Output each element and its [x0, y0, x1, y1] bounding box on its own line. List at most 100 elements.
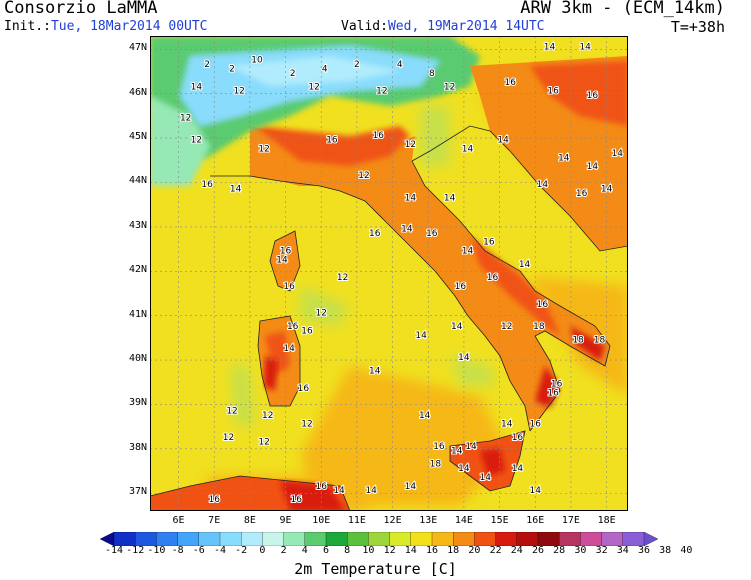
- temperature-value: 2: [354, 60, 360, 70]
- colorbar-swatch: [474, 531, 497, 547]
- colorbar-tick-label: 2: [280, 545, 287, 556]
- temperature-value: 16: [301, 326, 313, 336]
- lon-label: 6E: [172, 515, 185, 526]
- colorbar-tick-label: -14: [104, 545, 124, 556]
- temperature-value: 2: [204, 60, 210, 70]
- lon-label: 12E: [383, 515, 402, 526]
- temperature-value: 12: [191, 136, 202, 146]
- temperature-value: 16: [505, 78, 517, 88]
- colorbar-swatch: [219, 531, 242, 547]
- temperature-value: 12: [315, 309, 326, 319]
- temperature-value: 16: [537, 300, 549, 310]
- temperature-value: 4: [322, 65, 328, 75]
- temperature-value: 12: [226, 406, 237, 416]
- temperature-value: 16: [587, 91, 599, 101]
- temperature-value: 12: [258, 437, 269, 447]
- colorbar-swatch: [262, 531, 285, 547]
- temperature-value: 14: [462, 144, 474, 154]
- colorbar-swatch: [495, 531, 518, 547]
- temperature-value: 4: [397, 60, 403, 70]
- temperature-value: 12: [301, 420, 312, 430]
- temperature-value: 14: [519, 260, 531, 270]
- colorbar-tick-label: -8: [171, 545, 184, 556]
- lon-label: 15E: [490, 515, 509, 526]
- temperature-value: 16: [298, 384, 310, 394]
- colorbar-swatch: [113, 531, 136, 547]
- temperature-value: 18: [572, 335, 584, 345]
- temperature-value: 2: [229, 65, 235, 75]
- lat-label: 44N: [128, 175, 147, 187]
- init-time: Init.:Tue, 18Mar2014 00UTC: [4, 19, 208, 34]
- temperature-value: 12: [501, 322, 512, 332]
- temperature-value: 16: [433, 442, 445, 452]
- temperature-value: 14: [462, 247, 474, 257]
- lat-label: 37N: [128, 486, 147, 498]
- colorbar-title: 2m Temperature [C]: [294, 560, 457, 578]
- lon-label: 11E: [347, 515, 366, 526]
- temperature-value: 14: [530, 486, 542, 496]
- temperature-value: 14: [501, 420, 513, 430]
- coastline: [150, 125, 628, 511]
- temperature-value: 14: [365, 486, 377, 496]
- temperature-value: 16: [373, 131, 385, 141]
- colorbar-swatch: [135, 531, 158, 547]
- colorbar-swatch: [580, 531, 603, 547]
- lon-label: 7E: [208, 515, 221, 526]
- temperature-value: 12: [358, 171, 369, 181]
- colorbar-swatch: [516, 531, 539, 547]
- temperature-value: 16: [287, 322, 299, 332]
- temperature-value: 12: [444, 82, 455, 92]
- temperature-value: 16: [291, 495, 303, 505]
- lon-label: 8E: [243, 515, 256, 526]
- lat-label: 41N: [128, 308, 147, 320]
- temperature-value: 16: [426, 229, 438, 239]
- temperature-value: 16: [547, 87, 559, 97]
- temperature-value: 16: [547, 389, 559, 399]
- colorbar-tick-label: 26: [531, 545, 545, 556]
- lat-label: 47N: [128, 42, 147, 54]
- colorbar-swatch: [283, 531, 306, 547]
- colorbar-tick-label: 36: [637, 545, 651, 556]
- colorbar-tick-label: 10: [362, 545, 375, 556]
- colorbar-tick-label: 20: [468, 545, 481, 556]
- lat-label: 39N: [128, 397, 147, 409]
- temperature-value: 14: [451, 446, 463, 456]
- colorbar-swatch: [537, 531, 560, 547]
- temperature-value: 16: [530, 420, 542, 430]
- lon-label: 9E: [279, 515, 292, 526]
- temperature-value: 14: [419, 411, 431, 421]
- temperature-value: 14: [465, 442, 477, 452]
- colorbar-swatch: [304, 531, 327, 547]
- lon-label: 10E: [312, 515, 331, 526]
- temperature-value: 14: [458, 353, 470, 363]
- colorbar-swatch: [347, 531, 370, 547]
- valid-time: Valid:Wed, 19Mar2014 14UTC: [341, 19, 545, 34]
- temperature-value: 12: [405, 140, 416, 150]
- sea-cool-areas: [230, 106, 495, 426]
- lat-label: 43N: [128, 219, 147, 231]
- colorbar-tick-label: -6: [192, 545, 205, 556]
- colorbar-swatch: [325, 531, 348, 547]
- map-frame: [150, 36, 628, 511]
- land-alps: [150, 36, 480, 186]
- temperature-value: 16: [201, 180, 213, 190]
- colorbar-tick-label: 32: [595, 545, 608, 556]
- land-islands: [258, 231, 300, 406]
- temperature-value: 14: [579, 42, 591, 52]
- temperature-value: 14: [544, 42, 556, 52]
- temperature-value: 16: [551, 380, 563, 390]
- land-italy: [250, 126, 610, 431]
- temperature-value: 14: [497, 136, 509, 146]
- temperature-value: 14: [369, 366, 381, 376]
- lon-label: 17E: [561, 515, 580, 526]
- colorbar-swatch: [431, 531, 454, 547]
- temperature-value: 16: [455, 282, 467, 292]
- colorbar-swatch: [389, 531, 412, 547]
- lon-label: 13E: [419, 515, 438, 526]
- temperature-value: 16: [315, 482, 327, 492]
- temperature-value: 14: [230, 184, 242, 194]
- colorbar-swatch: [643, 531, 659, 547]
- temperature-value: 2: [290, 69, 296, 79]
- init-value: Tue, 18Mar2014 00UTC: [50, 19, 208, 34]
- temperature-value: 18: [533, 322, 545, 332]
